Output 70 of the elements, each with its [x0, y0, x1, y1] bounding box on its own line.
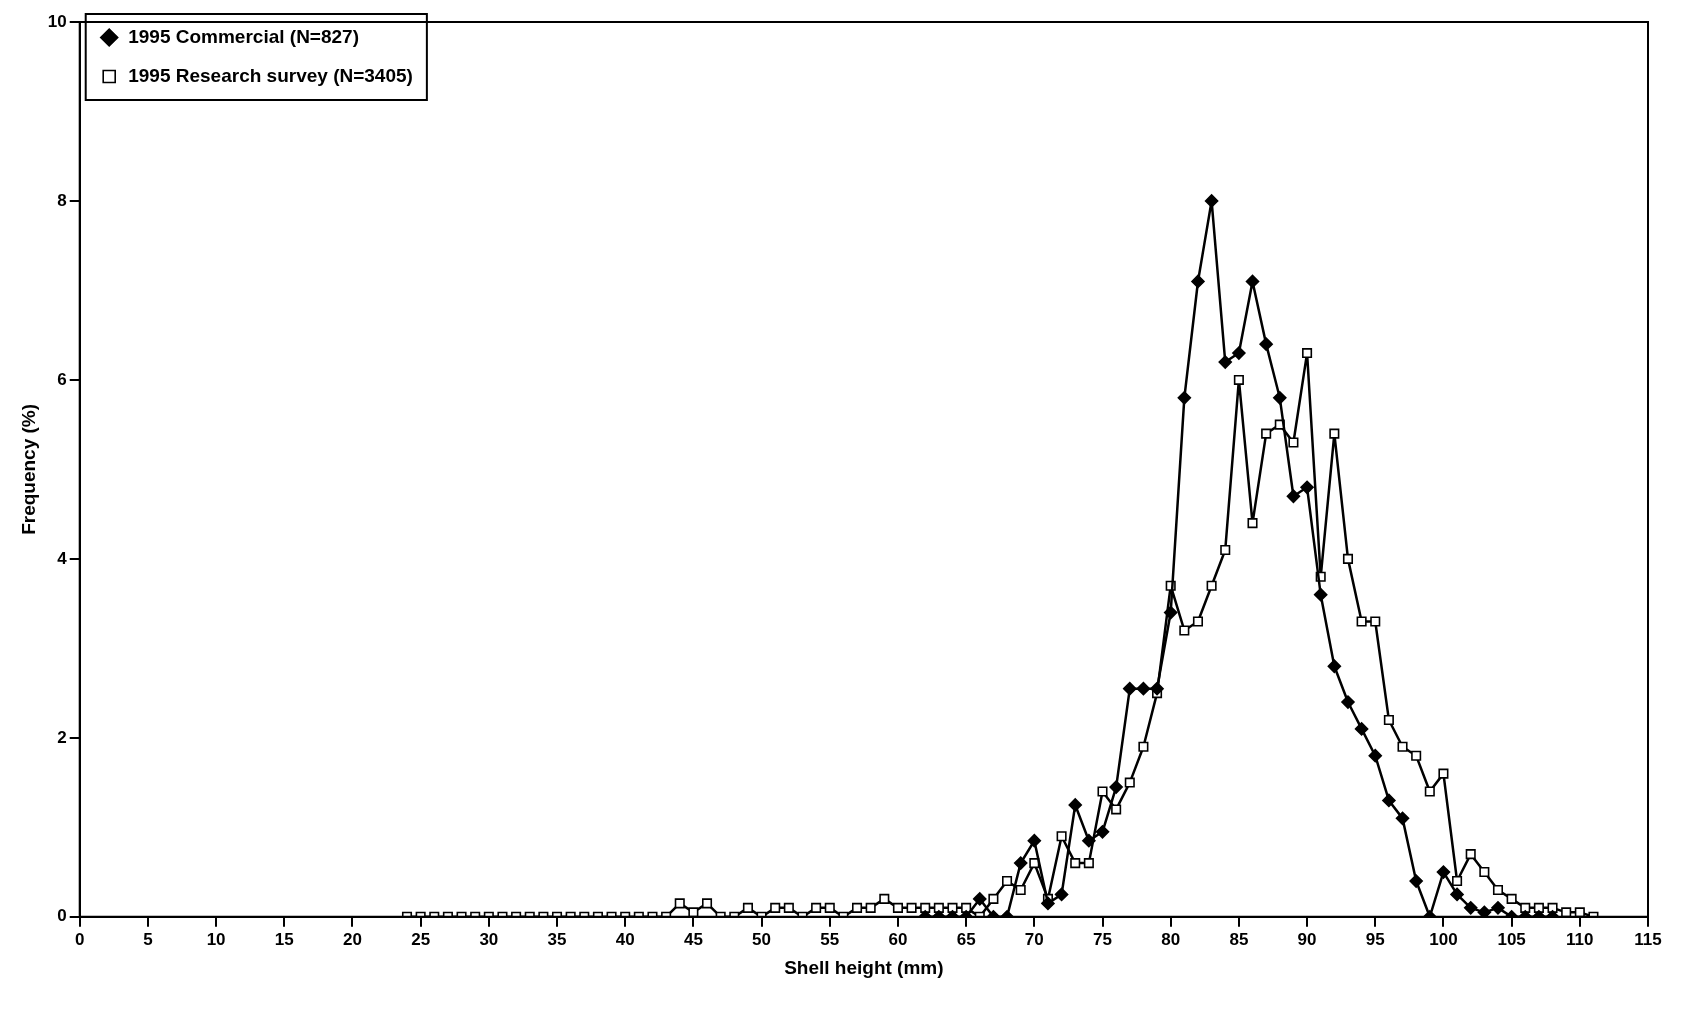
point [1218, 355, 1233, 369]
x-tick-label: 95 [1365, 929, 1385, 949]
point [1450, 887, 1464, 902]
point [1191, 274, 1205, 289]
x-tick-label: 30 [479, 929, 499, 949]
point [1313, 587, 1328, 602]
point [1354, 722, 1369, 736]
point [1109, 780, 1123, 794]
y-tick-label: 6 [57, 369, 67, 389]
x-tick-label: 115 [1634, 929, 1662, 949]
point [1436, 865, 1451, 879]
point [1259, 337, 1273, 351]
x-tick-label: 100 [1429, 929, 1458, 949]
y-tick-label: 8 [57, 190, 67, 210]
point [1272, 391, 1287, 405]
point [1068, 798, 1083, 812]
x-tick-label: 25 [411, 929, 431, 949]
point [1150, 681, 1164, 696]
legend-label: 1995 Research survey (N=3405) [128, 64, 413, 86]
point [1327, 659, 1342, 674]
x-axis-title: Shell height (mm) [784, 956, 944, 978]
x-tick-label: 55 [820, 929, 840, 949]
x-tick-label: 70 [1024, 929, 1044, 949]
x-tick-label: 65 [956, 929, 976, 949]
y-tick-label: 2 [57, 727, 67, 747]
point [1300, 480, 1314, 495]
y-tick-label: 10 [47, 11, 67, 31]
point [1232, 346, 1246, 360]
y-axis-title: Frequency (%) [17, 403, 39, 535]
x-tick-label: 5 [143, 929, 153, 949]
x-tick-label: 110 [1566, 929, 1594, 949]
point [1027, 833, 1042, 848]
y-tick-label: 4 [57, 548, 68, 568]
point [1041, 896, 1055, 911]
x-tick-label: 35 [547, 929, 567, 949]
point [972, 892, 987, 906]
point [1122, 681, 1137, 696]
x-tick-label: 85 [1229, 929, 1249, 949]
x-tick-label: 75 [1093, 929, 1112, 949]
x-tick-label: 15 [274, 929, 294, 949]
x-tick-label: 105 [1497, 929, 1526, 949]
point [1095, 824, 1110, 839]
point [1177, 391, 1192, 405]
point [1382, 793, 1396, 808]
x-tick-label: 20 [342, 929, 362, 949]
y-tick-label: 0 [57, 906, 67, 926]
point [1245, 274, 1260, 289]
point [1163, 605, 1178, 620]
x-tick-label: 80 [1161, 929, 1181, 949]
point [1409, 874, 1423, 888]
point [1054, 887, 1069, 902]
point [1477, 905, 1492, 917]
point [1491, 901, 1505, 915]
x-tick-label: 90 [1297, 929, 1317, 949]
point [1395, 811, 1410, 826]
point [1463, 901, 1478, 915]
x-tick-label: 0 [74, 929, 85, 949]
point [1082, 833, 1096, 848]
x-tick-label: 60 [888, 929, 908, 949]
point [1286, 489, 1301, 504]
legend-label: 1995 Commercial (N=827) [128, 25, 359, 47]
point [1013, 856, 1028, 870]
point [1341, 695, 1355, 709]
point [1204, 194, 1219, 208]
x-tick-label: 50 [752, 929, 772, 949]
x-tick-label: 10 [206, 929, 226, 949]
point [1136, 681, 1151, 696]
point [1368, 748, 1383, 763]
x-tick-label: 40 [615, 929, 635, 949]
x-tick-label: 45 [683, 929, 703, 949]
